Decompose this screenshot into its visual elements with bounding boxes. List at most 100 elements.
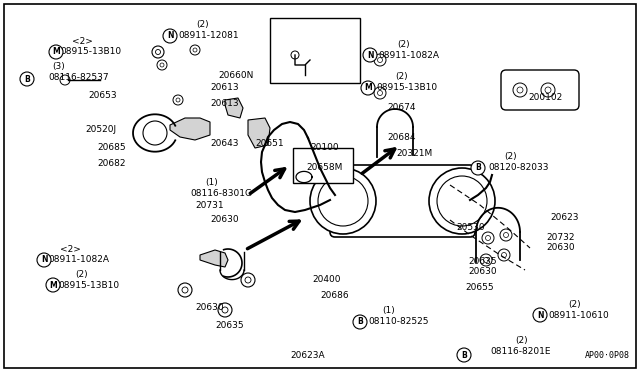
Text: 20674: 20674 [387,103,415,112]
Circle shape [143,121,167,145]
Circle shape [457,348,471,362]
Text: N: N [537,311,543,320]
Text: 20651: 20651 [255,138,284,148]
Circle shape [178,283,192,297]
Text: 20731: 20731 [195,202,223,211]
Circle shape [517,87,523,93]
Text: 08911-10610: 08911-10610 [548,311,609,320]
Text: 20400: 20400 [312,276,340,285]
Circle shape [20,72,34,86]
Text: M: M [49,280,57,289]
Text: (2): (2) [568,299,580,308]
Circle shape [222,307,228,313]
Circle shape [190,45,200,55]
Circle shape [176,98,180,102]
Text: (2): (2) [196,20,209,29]
Bar [270,18,360,83]
FancyBboxPatch shape [330,165,475,237]
Circle shape [533,308,547,322]
Circle shape [374,54,386,66]
Text: 20321M: 20321M [396,148,432,157]
Circle shape [318,176,368,226]
Text: 20732: 20732 [546,232,575,241]
Text: 08911-12081: 08911-12081 [178,32,239,41]
Circle shape [49,45,63,59]
Text: (2): (2) [504,153,516,161]
Text: 20655: 20655 [465,282,493,292]
Text: B: B [24,74,30,83]
Circle shape [157,60,167,70]
Text: (1): (1) [205,177,218,186]
Text: 08116-8301G: 08116-8301G [190,189,252,198]
Circle shape [241,273,255,287]
Text: N: N [167,32,173,41]
Circle shape [480,254,492,266]
Circle shape [160,63,164,67]
Text: 20682: 20682 [97,158,125,167]
Circle shape [486,235,490,241]
Polygon shape [170,118,210,140]
Circle shape [545,87,551,93]
Text: N: N [41,256,47,264]
Circle shape [541,83,555,97]
Circle shape [193,48,197,52]
Circle shape [471,161,485,175]
Text: 08110-82525: 08110-82525 [368,317,429,327]
Circle shape [504,232,509,237]
Text: 20635: 20635 [468,257,497,266]
Text: 08116-8201E: 08116-8201E [490,347,550,356]
Text: 20613: 20613 [210,83,239,93]
Circle shape [483,257,488,263]
Text: 200102: 200102 [528,93,563,102]
Circle shape [498,249,510,261]
Text: B: B [357,317,363,327]
Circle shape [310,168,376,234]
Text: B: B [475,164,481,173]
Text: 20630: 20630 [195,304,223,312]
Circle shape [482,232,494,244]
Circle shape [374,87,386,99]
Text: 08911-1082A: 08911-1082A [48,256,109,264]
Text: <2>: <2> [72,36,93,45]
Text: N: N [367,51,373,60]
Text: 20613: 20613 [210,99,239,108]
Text: (2): (2) [75,269,88,279]
Text: 20623: 20623 [550,214,579,222]
Text: M: M [364,83,372,93]
Circle shape [218,303,232,317]
Circle shape [163,29,177,43]
Circle shape [60,75,70,85]
Circle shape [37,253,51,267]
Polygon shape [225,98,243,118]
Circle shape [291,51,299,59]
Text: 20658M: 20658M [306,164,342,173]
Text: 20685: 20685 [97,144,125,153]
Circle shape [46,278,60,292]
Text: 20686: 20686 [320,292,349,301]
Bar [293,148,353,183]
Circle shape [361,81,375,95]
Circle shape [173,95,183,105]
Circle shape [378,58,383,62]
Text: M: M [52,48,60,57]
Text: 08915-13B10: 08915-13B10 [376,83,437,93]
Text: (2): (2) [395,73,408,81]
Circle shape [245,277,251,283]
Text: B: B [461,350,467,359]
Text: 20630: 20630 [546,244,575,253]
Text: 08116-82537: 08116-82537 [48,74,109,83]
Text: 20630: 20630 [468,267,497,276]
Text: 20653: 20653 [88,90,116,99]
Circle shape [152,46,164,58]
Text: (1): (1) [382,307,395,315]
Circle shape [513,83,527,97]
Text: 08915-13B10: 08915-13B10 [60,48,121,57]
Polygon shape [200,250,228,267]
Circle shape [437,176,487,226]
Circle shape [363,48,377,62]
Circle shape [500,229,512,241]
Text: 20530: 20530 [456,224,484,232]
Text: 20520J: 20520J [85,125,116,135]
Text: 20623A: 20623A [290,350,324,359]
Circle shape [156,49,161,55]
